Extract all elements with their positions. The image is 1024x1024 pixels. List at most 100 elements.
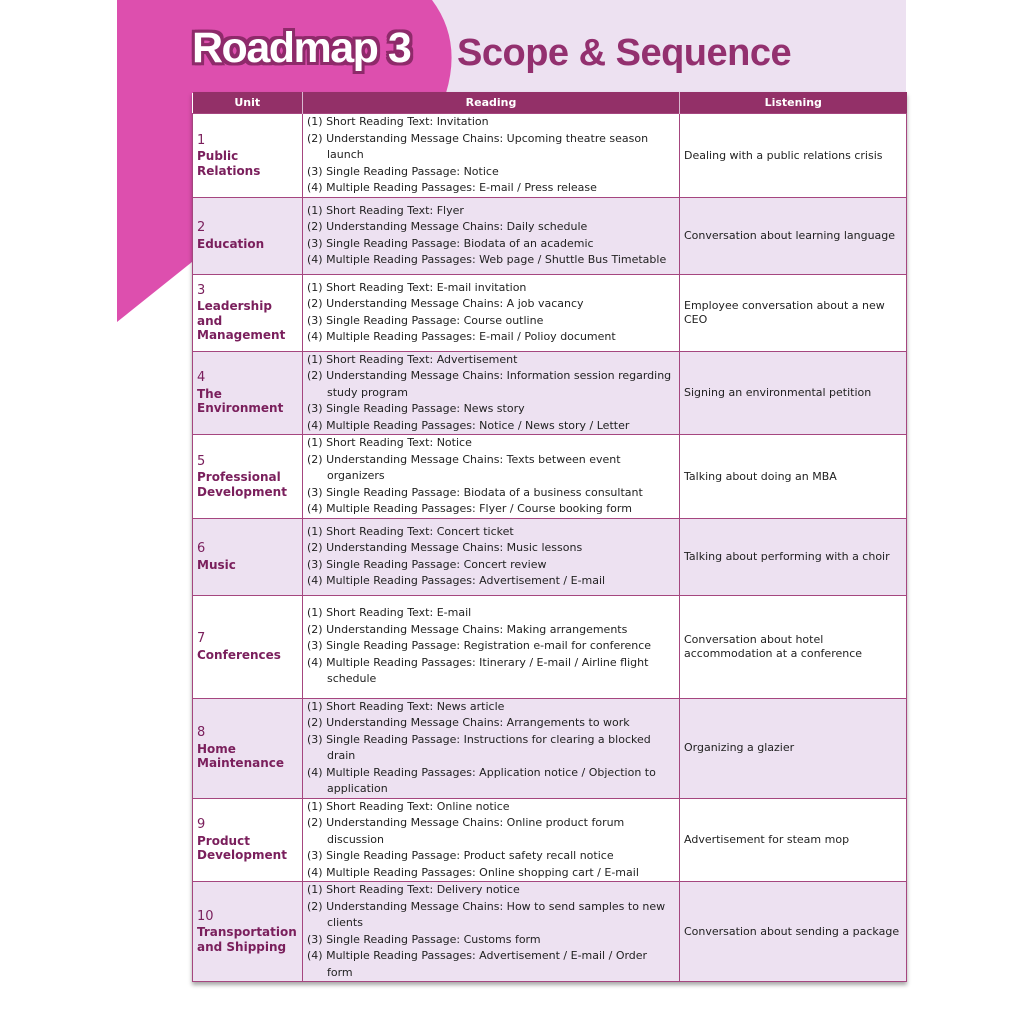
column-header-unit: Unit — [192, 92, 303, 114]
page-title: Scope & Sequence — [457, 32, 792, 74]
reading-item: (2) Understanding Message Chains: Texts … — [307, 452, 621, 483]
unit-name: Music — [197, 557, 236, 572]
reading-item: (2) Understanding Message Chains: How to… — [307, 899, 666, 930]
unit-cell: 2 Education — [192, 196, 303, 275]
reading-item: (1) Short Reading Text: Online notice — [307, 799, 510, 813]
reading-item: (3) Single Reading Passage: Biodata of a… — [307, 236, 594, 250]
scope-sequence-table: Unit Reading Listening 1 Public Relations… — [192, 92, 907, 982]
table-row: 4 The Environment (1) Short Reading Text:… — [192, 350, 907, 435]
reading-cell: (1) Short Reading Text: Advertisement (2)… — [302, 350, 680, 435]
unit-name: Transportation and Shipping — [197, 925, 297, 954]
reading-item: (2) Understanding Message Chains: Inform… — [307, 369, 672, 399]
reading-item: (3) Single Reading Passage: News story — [307, 402, 525, 415]
unit-number: 7 — [197, 631, 206, 646]
listening-cell: Employee conversation about a new CEO — [679, 273, 907, 352]
unit-cell: 1 Public Relations — [192, 113, 303, 198]
unit-number: 4 — [197, 370, 206, 385]
reading-item: (2) Understanding Message Chains: Arrang… — [307, 716, 630, 729]
unit-number: 10 — [197, 908, 214, 924]
unit-cell: 9 Product Development — [192, 797, 303, 882]
column-header-listening: Listening — [679, 92, 907, 114]
column-header-reading: Reading — [302, 92, 680, 114]
table-row: 9 Product Development (1) Short Reading T… — [192, 797, 907, 882]
reading-cell: (1) Short Reading Text: Flyer (2) Underst… — [302, 196, 680, 275]
unit-number: 5 — [197, 453, 206, 469]
unit-name: Leadership and Management — [197, 299, 286, 342]
table-row: 1 Public Relations (1) Short Reading Text… — [192, 113, 907, 198]
table-row: 7 Conferences (1) Short Reading Text: E-m… — [192, 594, 907, 699]
reading-item: (3) Single Reading Passage: Registration… — [307, 639, 652, 653]
reading-cell: (1) Short Reading Text: E-mail (2) Unders… — [302, 594, 680, 699]
unit-number: 6 — [197, 541, 206, 556]
reading-item: (3) Single Reading Passage: Product safe… — [307, 849, 614, 862]
pink-decoration — [117, 0, 452, 322]
reading-item: (3) Single Reading Passage: Notice — [307, 164, 499, 178]
brand-logo: Roadmap 3 — [192, 24, 412, 72]
unit-cell: 10 Transportation and Shipping — [192, 881, 303, 982]
reading-cell: (1) Short Reading Text: Online notice (2)… — [302, 797, 680, 882]
unit-name: Public Relations — [197, 149, 261, 178]
unit-name: Professional Development — [197, 470, 287, 499]
reading-item: (3) Single Reading Passage: Biodata of a… — [307, 485, 643, 499]
reading-item: (4) Multiple Reading Passages: Applicati… — [307, 765, 656, 796]
listening-cell: Dealing with a public relations crisis — [679, 113, 907, 198]
reading-item: (4) Multiple Reading Passages: Flyer / C… — [307, 502, 632, 515]
unit-number: 8 — [197, 725, 206, 741]
reading-item: (1) Short Reading Text: Delivery notice — [307, 883, 520, 896]
reading-item: (4) Multiple Reading Passages: Advertise… — [307, 949, 648, 979]
listening-cell: Signing an environmental petition — [679, 350, 907, 435]
unit-cell: 8 Home Maintenance — [192, 697, 303, 799]
listening-cell: Advertisement for steam mop — [679, 797, 907, 882]
unit-cell: 7 Conferences — [192, 594, 303, 699]
reading-item: (2) Understanding Message Chains: A job … — [307, 297, 584, 310]
reading-cell: (1) Short Reading Text: Concert ticket (2… — [302, 517, 680, 596]
listening-cell: Conversation about hotel accommodation a… — [679, 594, 907, 699]
unit-cell: 4 The Environment — [192, 350, 303, 435]
unit-cell: 3 Leadership and Management — [192, 273, 303, 352]
unit-number: 3 — [197, 282, 206, 298]
reading-item: (3) Single Reading Passage: Customs form — [307, 932, 541, 946]
table-row: 2 Education (1) Short Reading Text: Flyer… — [192, 196, 907, 275]
reading-item: (4) Multiple Reading Passages: E-mail / … — [307, 181, 597, 194]
listening-cell: Conversation about learning language — [679, 196, 907, 275]
reading-item: (4) Multiple Reading Passages: Advertise… — [307, 574, 606, 587]
reading-item: (2) Understanding Message Chains: Making… — [307, 622, 628, 636]
reading-item: (1) Short Reading Text: News article — [307, 699, 505, 713]
table-row: 10 Transportation and Shipping (1) Short … — [192, 881, 907, 982]
reading-item: (1) Short Reading Text: Concert ticket — [307, 524, 514, 538]
reading-cell: (1) Short Reading Text: Invitation (2) Un… — [302, 113, 680, 198]
reading-item: (2) Understanding Message Chains: Online… — [307, 816, 625, 846]
reading-item: (4) Multiple Reading Passages: Web page … — [307, 253, 667, 266]
reading-item: (4) Multiple Reading Passages: Notice / … — [307, 418, 630, 432]
listening-cell: Talking about performing with a choir — [679, 517, 907, 596]
unit-cell: 5 Professional Development — [192, 434, 303, 519]
reading-item: (1) Short Reading Text: E-mail invitatio… — [307, 280, 527, 294]
unit-number: 2 — [197, 220, 206, 235]
reading-cell: (1) Short Reading Text: Delivery notice (… — [302, 881, 680, 982]
reading-item: (2) Understanding Message Chains: Daily … — [307, 220, 588, 233]
reading-item: (1) Short Reading Text: Invitation — [307, 115, 489, 128]
reading-item: (1) Short Reading Text: Flyer — [307, 203, 464, 217]
unit-name: Education — [197, 236, 265, 251]
unit-name: The Environment — [197, 386, 284, 416]
reading-cell: (1) Short Reading Text: E-mail invitatio… — [302, 273, 680, 352]
table-header: Unit Reading Listening — [192, 92, 907, 114]
reading-item: (2) Understanding Message Chains: Music … — [307, 541, 583, 554]
reading-cell: (1) Short Reading Text: News article (2) … — [302, 697, 680, 799]
unit-name: Product Development — [197, 833, 287, 863]
unit-cell: 6 Music — [192, 517, 303, 596]
unit-number: 1 — [197, 132, 206, 148]
reading-item: (4) Multiple Reading Passages: E-mail / … — [307, 330, 616, 343]
reading-item: (2) Understanding Message Chains: Upcomi… — [307, 131, 649, 162]
listening-cell: Talking about doing an MBA — [679, 434, 907, 519]
table-row: 6 Music (1) Short Reading Text: Concert t… — [192, 517, 907, 596]
unit-name: Conferences — [197, 647, 281, 662]
reading-item: (3) Single Reading Passage: Concert revi… — [307, 557, 547, 571]
reading-item: (4) Multiple Reading Passages: Online sh… — [307, 865, 639, 879]
reading-item: (1) Short Reading Text: Advertisement — [307, 352, 518, 366]
listening-cell: Organizing a glazier — [679, 697, 907, 799]
table-row: 5 Professional Development (1) Short Read… — [192, 434, 907, 519]
unit-name: Home Maintenance — [197, 741, 285, 771]
table-row: 8 Home Maintenance (1) Short Reading Text… — [192, 697, 907, 799]
reading-item: (3) Single Reading Passage: Course outli… — [307, 313, 544, 327]
